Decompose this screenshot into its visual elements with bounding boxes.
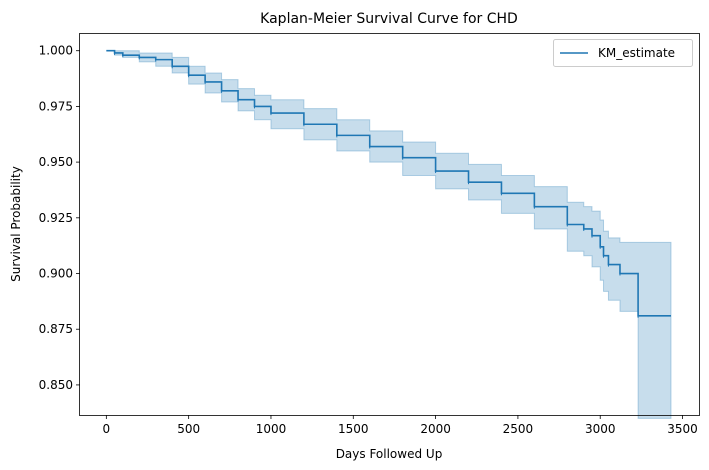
x-tick-label: 3000 xyxy=(585,422,616,436)
y-tick-label: 0.925 xyxy=(39,211,73,225)
confidence-band xyxy=(106,50,672,419)
x-tick-label: 3500 xyxy=(667,422,698,436)
x-tick-label: 500 xyxy=(177,422,200,436)
plot-frame xyxy=(79,33,700,416)
legend-label: KM_estimate xyxy=(598,46,675,60)
x-tick-label: 1000 xyxy=(256,422,287,436)
y-tick-label: 0.875 xyxy=(39,322,73,336)
x-tick-label: 2500 xyxy=(503,422,534,436)
x-tick-label: 2000 xyxy=(420,422,451,436)
y-axis-label: Survival Probability xyxy=(9,166,23,282)
y-tick-label: 0.900 xyxy=(39,267,73,281)
legend: KM_estimate xyxy=(553,39,693,67)
y-tick-label: 1.000 xyxy=(39,44,73,58)
legend-box xyxy=(553,39,693,67)
x-tick-label: 1500 xyxy=(338,422,369,436)
y-tick-label: 0.950 xyxy=(39,155,73,169)
y-tick-label: 0.850 xyxy=(39,378,73,392)
x-axis-label: Days Followed Up xyxy=(336,447,443,461)
x-tick-label: 0 xyxy=(103,422,111,436)
y-tick-label: 0.975 xyxy=(39,99,73,113)
km-estimate-line xyxy=(106,49,672,317)
chart-title: Kaplan-Meier Survival Curve for CHD xyxy=(260,11,518,27)
